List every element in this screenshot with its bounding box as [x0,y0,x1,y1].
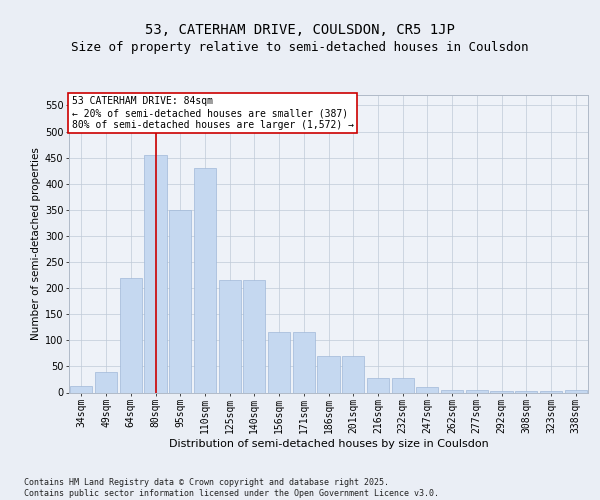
Bar [293,332,315,392]
Bar [70,386,92,392]
Bar [95,372,117,392]
Bar [466,390,488,392]
Text: Size of property relative to semi-detached houses in Coulsdon: Size of property relative to semi-detach… [71,41,529,54]
Bar [441,390,463,392]
Bar [392,378,414,392]
Bar [243,280,265,392]
Y-axis label: Number of semi-detached properties: Number of semi-detached properties [31,148,41,340]
Text: 53 CATERHAM DRIVE: 84sqm
← 20% of semi-detached houses are smaller (387)
80% of : 53 CATERHAM DRIVE: 84sqm ← 20% of semi-d… [71,96,353,130]
Bar [194,168,216,392]
Bar [145,155,167,392]
Text: Contains HM Land Registry data © Crown copyright and database right 2025.
Contai: Contains HM Land Registry data © Crown c… [24,478,439,498]
X-axis label: Distribution of semi-detached houses by size in Coulsdon: Distribution of semi-detached houses by … [169,439,488,449]
Text: 53, CATERHAM DRIVE, COULSDON, CR5 1JP: 53, CATERHAM DRIVE, COULSDON, CR5 1JP [145,22,455,36]
Bar [119,278,142,392]
Bar [342,356,364,393]
Bar [218,280,241,392]
Bar [169,210,191,392]
Bar [565,390,587,392]
Bar [268,332,290,392]
Bar [367,378,389,392]
Bar [317,356,340,393]
Bar [416,388,439,392]
